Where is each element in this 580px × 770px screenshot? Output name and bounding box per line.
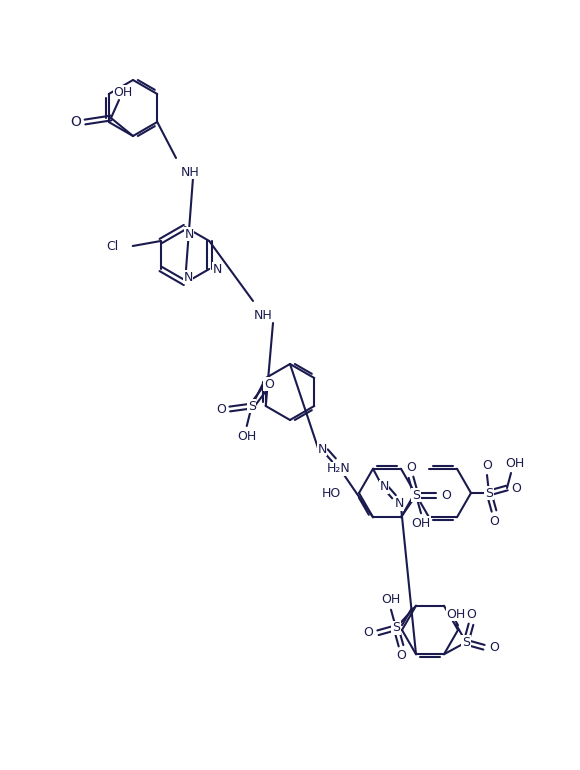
Text: N: N [183,270,193,283]
Text: OH: OH [113,85,133,99]
Text: O: O [482,458,492,471]
Text: S: S [412,489,420,502]
Text: NH: NH [253,309,273,322]
Text: OH: OH [237,430,256,443]
Text: O: O [71,115,81,129]
Text: NH: NH [180,166,200,179]
Text: N: N [317,443,327,456]
Text: OH: OH [411,517,430,530]
Text: S: S [392,621,400,634]
Text: OH: OH [447,608,466,621]
Text: O: O [363,626,373,639]
Text: O: O [396,649,406,662]
Text: O: O [441,489,451,502]
Text: O: O [489,514,499,527]
Text: N: N [379,480,389,494]
Text: N: N [212,263,222,276]
Text: HO: HO [322,487,341,500]
Text: S: S [485,487,493,500]
Text: O: O [216,403,226,416]
Text: Cl: Cl [107,239,119,253]
Text: N: N [184,227,194,240]
Text: S: S [248,400,256,413]
Text: OH: OH [382,593,401,606]
Text: H₂N: H₂N [327,462,351,475]
Text: O: O [489,641,499,654]
Text: N: N [334,463,343,476]
Text: O: O [466,608,476,621]
Text: O: O [264,377,274,390]
Text: O: O [406,460,416,474]
Text: O: O [511,481,521,494]
Text: OH: OH [505,457,525,470]
Text: N: N [394,497,404,511]
Text: S: S [462,636,470,649]
